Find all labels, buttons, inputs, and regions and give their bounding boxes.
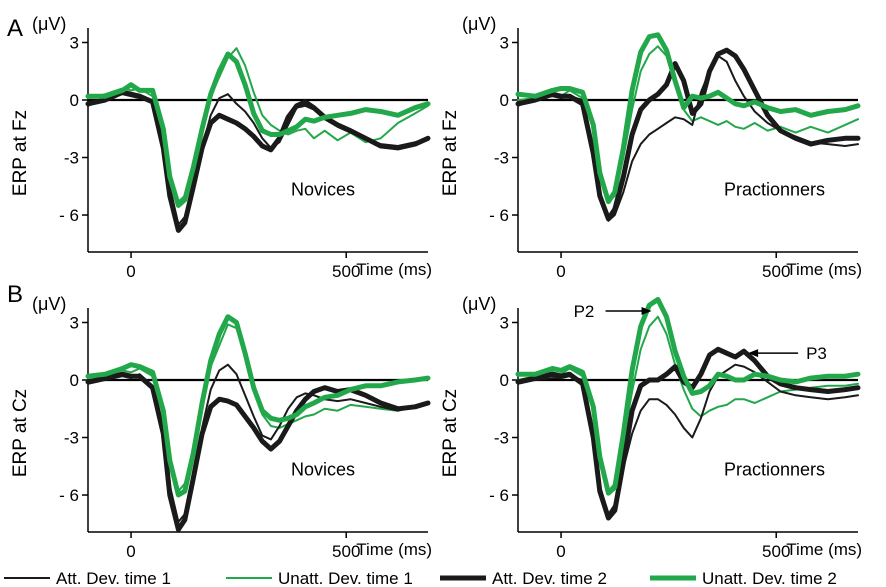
y-tick-label: 3 <box>70 33 79 52</box>
series-line-att-dev-time-2 <box>85 89 431 233</box>
legend-label: Unatt. Dev. time 1 <box>278 569 413 587</box>
x-axis-label: Time (ms) <box>786 260 862 279</box>
x-axis-label: Time (ms) <box>786 540 862 559</box>
x-tick-label: 0 <box>556 262 565 281</box>
x-tick-label: 0 <box>126 262 135 281</box>
legend-label: Att. Dev. time 2 <box>492 569 607 587</box>
y-tick-label: -3 <box>64 149 79 168</box>
y-tick-label: - 6 <box>59 206 79 225</box>
series-line-unatt-dev-time-2 <box>85 51 431 208</box>
x-tick-label: 500 <box>332 262 360 281</box>
y-tick-label: 0 <box>70 91 79 110</box>
x-axis-label: Time (ms) <box>356 540 432 559</box>
series-line-unatt-dev-time-2 <box>515 32 861 205</box>
annotation-label: P3 <box>806 344 827 363</box>
group-label: Practionners <box>724 460 825 480</box>
legend: Att. Dev. time 1 Unatt. Dev. time 1 Att. D… <box>4 569 837 587</box>
series-line-unatt-dev-time-2 <box>85 314 431 498</box>
series-line-att-dev-time-2 <box>515 47 861 222</box>
x-tick-label: 500 <box>762 542 790 561</box>
y-tick-label: -3 <box>494 429 509 448</box>
panel-label-b: B <box>7 281 23 308</box>
unit-label: (μV) <box>462 294 496 314</box>
group-label: Practionners <box>724 180 825 200</box>
series-line-unatt-dev-time-1 <box>87 323 429 493</box>
y-tick-label: 0 <box>500 371 509 390</box>
y-tick-label: 0 <box>500 91 509 110</box>
y-axis-label: ERP at Fz <box>10 110 31 196</box>
y-tick-label: -3 <box>494 149 509 168</box>
y-tick-label: 0 <box>70 371 79 390</box>
arrow-head <box>641 306 652 315</box>
panel-label-a: A <box>7 15 23 42</box>
arrow-head <box>748 349 759 358</box>
y-tick-label: 3 <box>70 313 79 332</box>
y-tick-label: -3 <box>64 429 79 448</box>
unit-label: (μV) <box>32 294 66 314</box>
x-tick-label: 500 <box>762 262 790 281</box>
group-label: Novices <box>291 460 355 480</box>
unit-label: (μV) <box>32 14 66 34</box>
legend-label: Att. Dev. time 1 <box>56 569 171 587</box>
y-axis-label: ERP at Fz <box>440 110 461 196</box>
x-tick-label: 0 <box>556 542 565 561</box>
y-axis-label: ERP at Cz <box>10 389 31 477</box>
y-tick-label: - 6 <box>489 206 509 225</box>
y-tick-label: 3 <box>500 313 509 332</box>
y-tick-label: - 6 <box>489 486 509 505</box>
legend-label: Unatt. Dev. time 2 <box>702 569 837 587</box>
group-label: Novices <box>291 180 355 200</box>
y-tick-label: 3 <box>500 33 509 52</box>
x-tick-label: 0 <box>126 542 135 561</box>
series-line-unatt-dev-time-1 <box>517 45 859 203</box>
annotation-label: P2 <box>574 302 595 321</box>
x-axis-label: Time (ms) <box>356 260 432 279</box>
y-tick-label: - 6 <box>59 486 79 505</box>
y-axis-label: ERP at Cz <box>440 389 461 477</box>
series-line-att-dev-time-1 <box>87 93 429 226</box>
x-tick-label: 500 <box>332 542 360 561</box>
series-line-unatt-dev-time-2 <box>515 297 861 496</box>
unit-label: (μV) <box>462 14 496 34</box>
